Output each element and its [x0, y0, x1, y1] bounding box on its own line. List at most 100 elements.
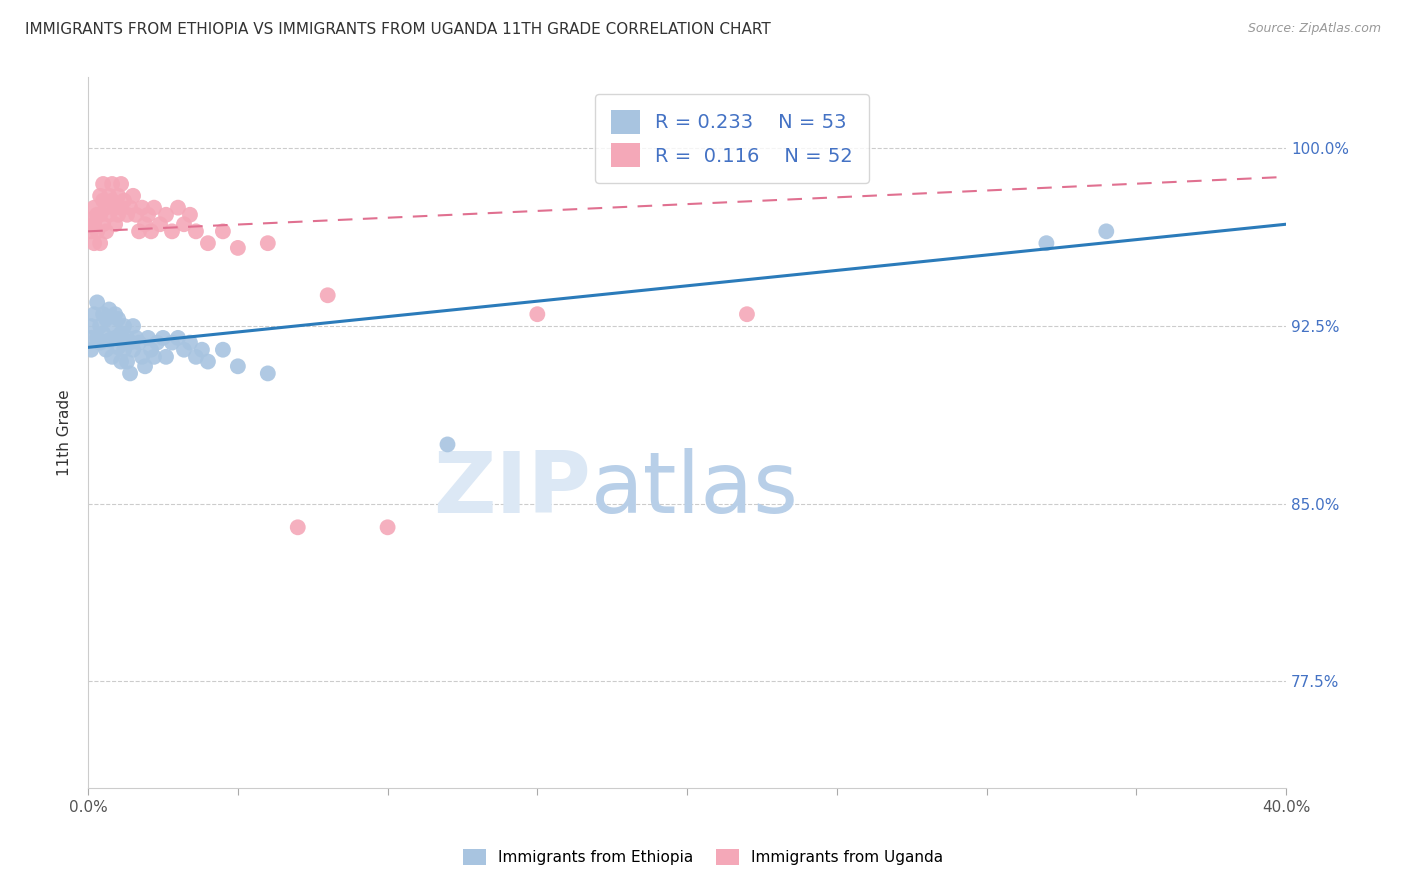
- Point: [86, 295, 108, 310]
- Point: [98, 208, 121, 222]
- Point: [197, 354, 219, 368]
- Point: [101, 350, 124, 364]
- Point: [184, 224, 207, 238]
- Point: [125, 208, 148, 222]
- Point: [115, 354, 138, 368]
- Point: [115, 331, 138, 345]
- Point: [112, 194, 135, 208]
- Point: [197, 236, 219, 251]
- Point: [212, 224, 235, 238]
- Point: [110, 354, 132, 368]
- Point: [110, 326, 132, 340]
- Point: [155, 350, 177, 364]
- Point: [91, 217, 114, 231]
- Point: [136, 208, 159, 222]
- Point: [1035, 236, 1057, 251]
- Point: [86, 224, 108, 238]
- Point: [155, 208, 177, 222]
- Point: [179, 335, 201, 350]
- Point: [91, 326, 114, 340]
- Point: [1095, 224, 1118, 238]
- Point: [94, 343, 117, 357]
- Point: [107, 208, 129, 222]
- Point: [139, 343, 162, 357]
- Point: [94, 224, 117, 238]
- Point: [167, 331, 190, 345]
- Point: [160, 224, 183, 238]
- Point: [122, 189, 145, 203]
- Point: [125, 331, 148, 345]
- Point: [526, 307, 548, 321]
- Point: [80, 212, 103, 227]
- Text: IMMIGRANTS FROM ETHIOPIA VS IMMIGRANTS FROM UGANDA 11TH GRADE CORRELATION CHART: IMMIGRANTS FROM ETHIOPIA VS IMMIGRANTS F…: [25, 22, 770, 37]
- Point: [122, 319, 145, 334]
- Point: [89, 208, 111, 222]
- Text: atlas: atlas: [592, 448, 799, 531]
- Point: [160, 335, 183, 350]
- Point: [98, 189, 121, 203]
- Point: [191, 343, 214, 357]
- Point: [131, 201, 153, 215]
- Point: [110, 177, 132, 191]
- Text: ZIP: ZIP: [433, 448, 592, 531]
- Point: [94, 312, 117, 326]
- Point: [316, 288, 339, 302]
- Point: [112, 343, 135, 357]
- Legend: Immigrants from Ethiopia, Immigrants from Uganda: Immigrants from Ethiopia, Immigrants fro…: [457, 843, 949, 871]
- Point: [226, 241, 249, 255]
- Point: [120, 367, 142, 381]
- Point: [146, 335, 169, 350]
- Point: [256, 367, 278, 381]
- Point: [110, 201, 132, 215]
- Point: [101, 194, 124, 208]
- Point: [115, 208, 138, 222]
- Text: Source: ZipAtlas.com: Source: ZipAtlas.com: [1247, 22, 1381, 36]
- Point: [107, 312, 129, 326]
- Point: [143, 350, 166, 364]
- Point: [83, 307, 105, 321]
- Point: [143, 201, 166, 215]
- Point: [104, 217, 127, 231]
- Point: [80, 331, 103, 345]
- Point: [256, 236, 278, 251]
- Point: [107, 340, 129, 354]
- Point: [179, 208, 201, 222]
- Point: [80, 343, 103, 357]
- Point: [86, 208, 108, 222]
- Point: [152, 331, 174, 345]
- Point: [89, 189, 111, 203]
- Point: [83, 201, 105, 215]
- Point: [287, 520, 309, 534]
- Point: [104, 331, 127, 345]
- Point: [83, 217, 105, 231]
- Point: [122, 343, 145, 357]
- Point: [89, 319, 111, 334]
- Point: [173, 217, 195, 231]
- Point: [101, 177, 124, 191]
- Point: [131, 350, 153, 364]
- Point: [112, 319, 135, 334]
- Point: [184, 350, 207, 364]
- Point: [128, 224, 150, 238]
- Point: [377, 520, 399, 534]
- Point: [134, 217, 156, 231]
- Y-axis label: 11th Grade: 11th Grade: [58, 389, 72, 476]
- Point: [134, 359, 156, 374]
- Point: [91, 177, 114, 191]
- Point: [89, 236, 111, 251]
- Point: [80, 224, 103, 238]
- Point: [167, 201, 190, 215]
- Point: [212, 343, 235, 357]
- Point: [94, 201, 117, 215]
- Point: [136, 331, 159, 345]
- Point: [89, 335, 111, 350]
- Point: [104, 201, 127, 215]
- Point: [173, 343, 195, 357]
- Point: [98, 302, 121, 317]
- Point: [91, 194, 114, 208]
- Point: [149, 217, 172, 231]
- Point: [120, 201, 142, 215]
- Point: [101, 319, 124, 334]
- Point: [226, 359, 249, 374]
- Point: [139, 224, 162, 238]
